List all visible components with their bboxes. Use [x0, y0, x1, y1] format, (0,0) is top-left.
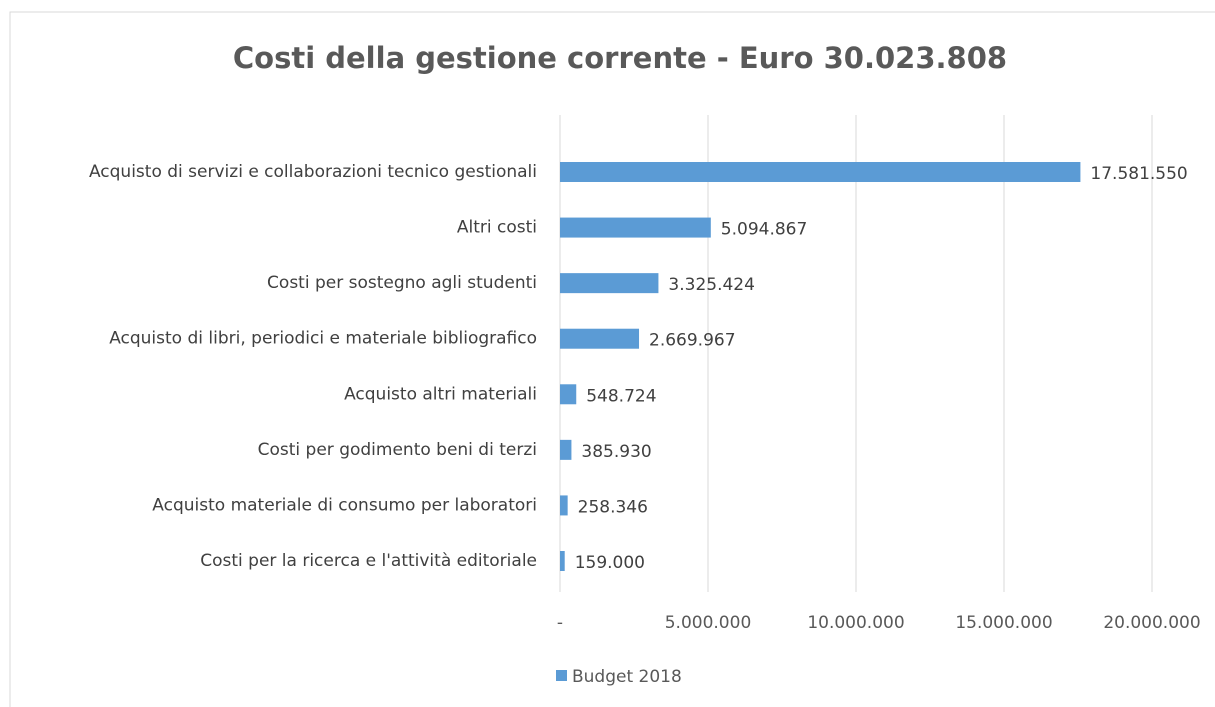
value-label: 258.346 — [578, 497, 648, 517]
bar — [560, 384, 577, 405]
x-tick-label: 15.000.000 — [955, 613, 1052, 633]
legend-label: Budget 2018 — [572, 667, 682, 687]
bar — [560, 439, 572, 460]
bar — [560, 162, 1081, 182]
bar — [560, 217, 711, 238]
x-tick-label: 20.000.000 — [1103, 613, 1200, 633]
bar — [560, 495, 568, 516]
value-label: 3.325.424 — [668, 275, 755, 295]
y-tick-label: Altri costi — [457, 218, 537, 238]
value-label: 17.581.550 — [1090, 164, 1187, 184]
value-label: 5.094.867 — [721, 220, 808, 240]
chart-border — [9, 11, 1215, 707]
value-label: 159.000 — [575, 553, 645, 573]
value-label: 2.669.967 — [649, 331, 736, 351]
y-tick-label: Acquisto di servizi e collaborazioni tec… — [89, 162, 537, 182]
y-tick-label: Acquisto altri materiali — [344, 384, 537, 404]
y-tick-label: Costi per godimento beni di terzi — [258, 440, 537, 460]
x-tick-label: - — [557, 613, 563, 633]
x-tick-label: 5.000.000 — [665, 613, 752, 633]
value-label: 548.724 — [586, 386, 656, 406]
value-label: 385.930 — [581, 442, 651, 462]
y-tick-label: Costi per sostegno agli studenti — [267, 273, 537, 293]
legend-swatch — [556, 670, 567, 681]
bar — [560, 551, 565, 571]
bar — [560, 328, 640, 349]
chart-title: Costi della gestione corrente - Euro 30.… — [233, 41, 1007, 75]
y-tick-label: Costi per la ricerca e l'attività editor… — [200, 551, 537, 571]
x-tick-label: 10.000.000 — [807, 613, 904, 633]
y-tick-label: Acquisto materiale di consumo per labora… — [152, 495, 537, 515]
bar — [560, 273, 659, 294]
y-tick-label: Acquisto di libri, periodici e materiale… — [109, 329, 537, 349]
